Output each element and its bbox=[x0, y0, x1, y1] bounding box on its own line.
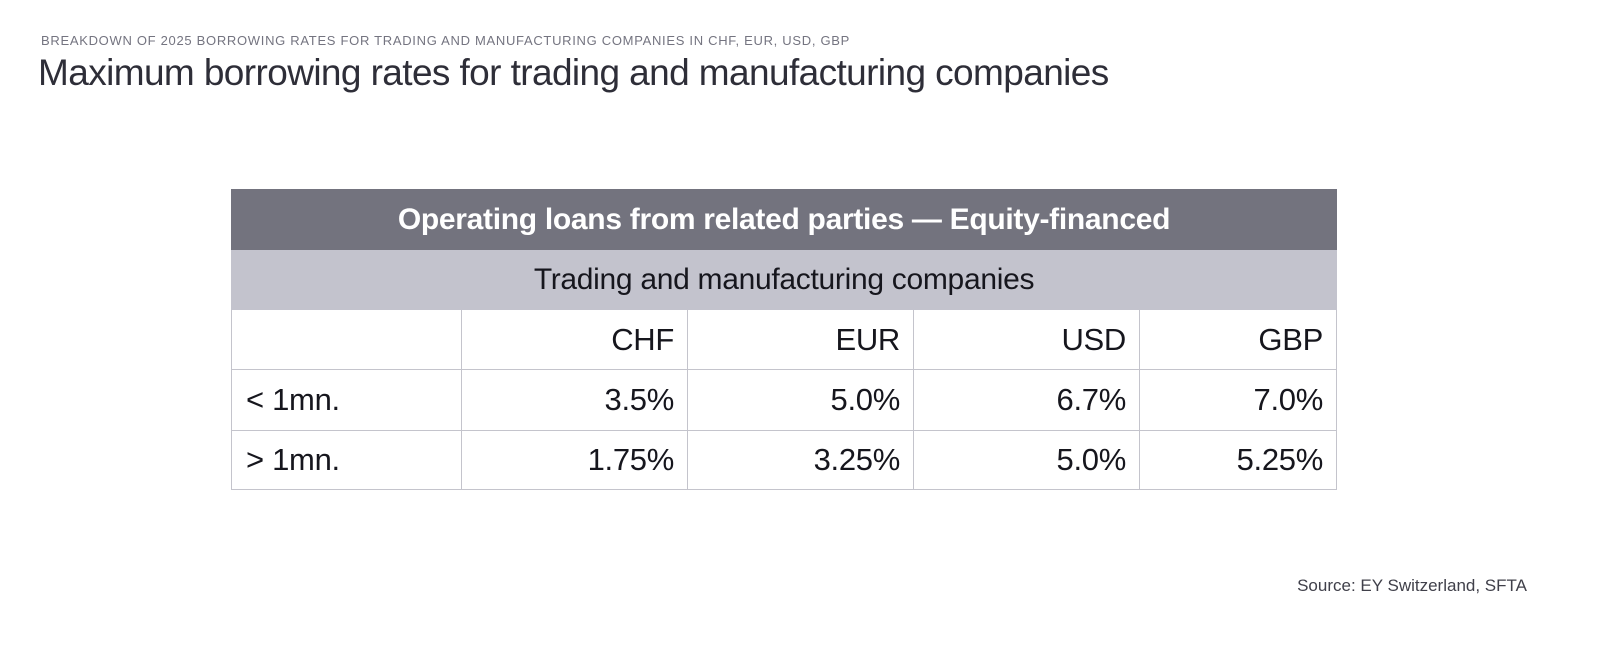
rates-table: Operating loans from related parties — E… bbox=[231, 189, 1337, 490]
row-label-under-1mn: < 1mn. bbox=[232, 369, 462, 430]
table-title-bar: Operating loans from related parties — E… bbox=[231, 189, 1337, 250]
table-grid: CHF EUR USD GBP < 1mn. 3.5% 5.0% 6.7% 7.… bbox=[231, 310, 1337, 490]
rate-over-1mn-eur: 3.25% bbox=[688, 430, 914, 489]
row-label-over-1mn: > 1mn. bbox=[232, 430, 462, 489]
column-header-gbp: GBP bbox=[1258, 321, 1323, 357]
rate-over-1mn-usd: 5.0% bbox=[914, 430, 1140, 489]
rate-under-1mn-chf: 3.5% bbox=[462, 369, 688, 430]
eyebrow-kicker: BREAKDOWN OF 2025 BORROWING RATES FOR TR… bbox=[41, 33, 851, 48]
column-header-usd: USD bbox=[914, 310, 1140, 369]
page-title: Maximum borrowing rates for trading and … bbox=[38, 52, 1109, 93]
rate-under-1mn-eur: 5.0% bbox=[688, 369, 914, 430]
rate-over-1mn-gbp: 5.25% bbox=[1140, 430, 1336, 489]
column-header-empty bbox=[232, 310, 462, 369]
rate-under-1mn-usd: 6.7% bbox=[914, 369, 1140, 430]
rate-over-1mn-chf: 1.75% bbox=[462, 430, 688, 489]
source-note: Source: EY Switzerland, SFTA bbox=[1297, 576, 1527, 595]
column-header-eur: EUR bbox=[688, 310, 914, 369]
column-header-chf: CHF bbox=[462, 310, 688, 369]
rate-under-1mn-gbp: 7.0% bbox=[1140, 369, 1336, 430]
table-subtitle-bar: Trading and manufacturing companies bbox=[231, 250, 1337, 310]
